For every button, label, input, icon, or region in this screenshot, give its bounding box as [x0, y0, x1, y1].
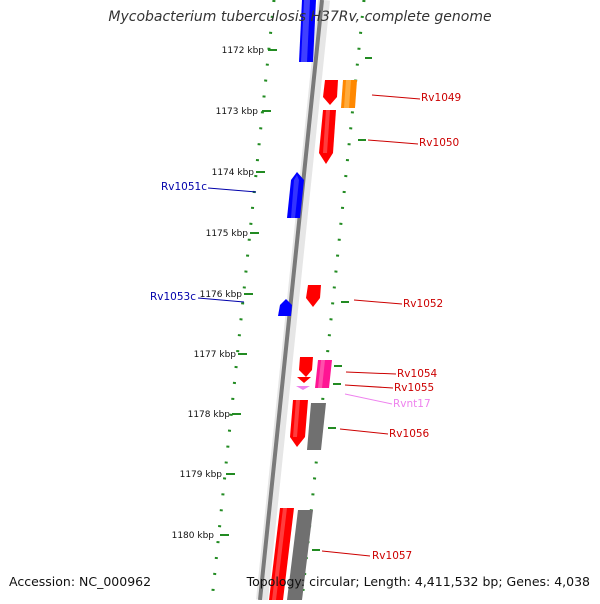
gene-label-rv1056[interactable]: Rv1056 [389, 428, 430, 440]
gene-Rv1050[interactable] [319, 110, 336, 164]
gene-label-rv1049[interactable]: Rv1049 [421, 92, 461, 104]
gene-Rv1052[interactable] [306, 285, 321, 307]
gene-Rv1054[interactable] [299, 357, 332, 388]
gene-label-rv1051c[interactable]: Rv1051c [161, 181, 207, 193]
scale-label: 1178 kbp [188, 410, 231, 420]
scale-label: 1172 kbp [222, 46, 265, 56]
gene-label-rv1050[interactable]: Rv1050 [419, 137, 459, 149]
gene-label-rv1054[interactable]: Rv1054 [397, 368, 438, 380]
gene-label-rv1057[interactable]: Rv1057 [372, 550, 412, 562]
genome-backbone [258, 0, 324, 601]
topology-text: Topology: circular; Length: 4,411,532 bp… [246, 574, 590, 589]
gene-Rv1049[interactable] [323, 80, 357, 108]
gene-Rv1056[interactable] [290, 400, 326, 450]
gene-Rv1055[interactable] [297, 377, 311, 383]
leader-lines [197, 94, 421, 557]
scale-label: 1177 kbp [194, 350, 237, 360]
scale-label: 1173 kbp [216, 107, 259, 117]
map-title: Mycobacterium tuberculosis H37Rv, comple… [108, 9, 492, 25]
gene-Rv1053c[interactable] [278, 299, 292, 316]
scale-label: 1174 kbp [212, 168, 255, 178]
scale-label: 1175 kbp [206, 229, 249, 239]
gene-label-rvnt17[interactable]: Rvnt17 [393, 398, 431, 410]
feature-ticks [312, 57, 372, 551]
gene-rv-top[interactable] [299, 0, 316, 62]
scale-label: 1179 kbp [180, 470, 223, 480]
gene-Rvnt17[interactable] [296, 386, 310, 390]
gene-label-rv1053c[interactable]: Rv1053c [150, 291, 196, 303]
scale-label: 1180 kbp [172, 531, 215, 541]
gene-Rv1051c[interactable] [287, 172, 304, 218]
accession-text: Accession: NC_000962 [9, 574, 152, 589]
scale-label: 1176 kbp [200, 290, 243, 300]
gene-labels: Rv1049 Rv1050 Rv1051c Rv1052 Rv1053c Rv1… [150, 92, 461, 562]
gene-label-rv1052[interactable]: Rv1052 [403, 298, 443, 310]
gene-Rv1057[interactable] [269, 508, 313, 600]
gene-label-rv1055[interactable]: Rv1055 [394, 382, 434, 394]
scale-labels: 1172 kbp 1173 kbp 1174 kbp 1175 kbp 1176… [172, 46, 265, 541]
scale-ticks [220, 49, 277, 536]
